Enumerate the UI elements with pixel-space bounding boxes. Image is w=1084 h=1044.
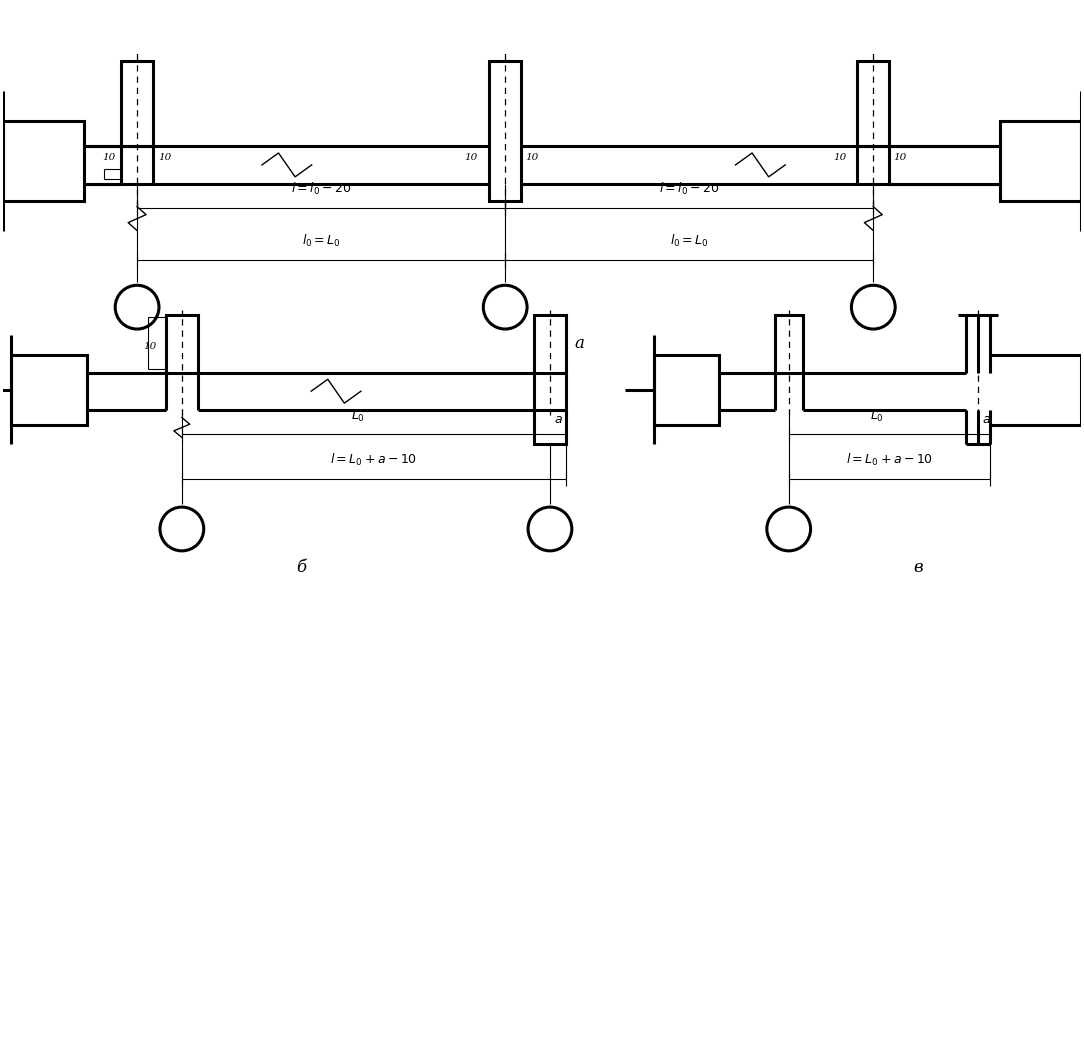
Text: б: б xyxy=(296,559,307,576)
Text: $l = l_0 - 20$: $l = l_0 - 20$ xyxy=(291,181,351,196)
Bar xyxy=(775,315,802,373)
Bar xyxy=(857,62,889,146)
Text: $l_0 = L_0$: $l_0 = L_0$ xyxy=(301,234,340,250)
Text: 10: 10 xyxy=(103,152,116,162)
Text: 10: 10 xyxy=(158,152,171,162)
Bar xyxy=(489,62,521,200)
Text: 10: 10 xyxy=(893,152,906,162)
Text: 10: 10 xyxy=(833,152,847,162)
Text: a: a xyxy=(575,335,584,352)
Text: 10: 10 xyxy=(525,152,539,162)
Bar xyxy=(121,62,153,146)
Bar xyxy=(166,315,197,373)
Bar xyxy=(655,355,719,425)
Bar xyxy=(11,355,88,425)
Text: $l = L_0 + a - 10$: $l = L_0 + a - 10$ xyxy=(846,452,932,469)
Bar xyxy=(3,121,85,200)
Text: $l = l_0 - 20$: $l = l_0 - 20$ xyxy=(659,181,720,196)
Text: $l_0 = L_0$: $l_0 = L_0$ xyxy=(670,234,709,250)
Text: $a$: $a$ xyxy=(982,412,991,426)
Text: $l = L_0 + a - 10$: $l = L_0 + a - 10$ xyxy=(331,452,417,469)
Bar xyxy=(534,315,566,373)
Text: $a$: $a$ xyxy=(554,412,563,426)
Text: 10: 10 xyxy=(143,342,157,351)
Text: 10: 10 xyxy=(465,152,478,162)
Bar xyxy=(534,409,566,445)
Bar xyxy=(999,121,1081,200)
Text: $L_0$: $L_0$ xyxy=(870,408,885,424)
Text: $L_0$: $L_0$ xyxy=(351,408,365,424)
Text: в: в xyxy=(913,559,922,576)
